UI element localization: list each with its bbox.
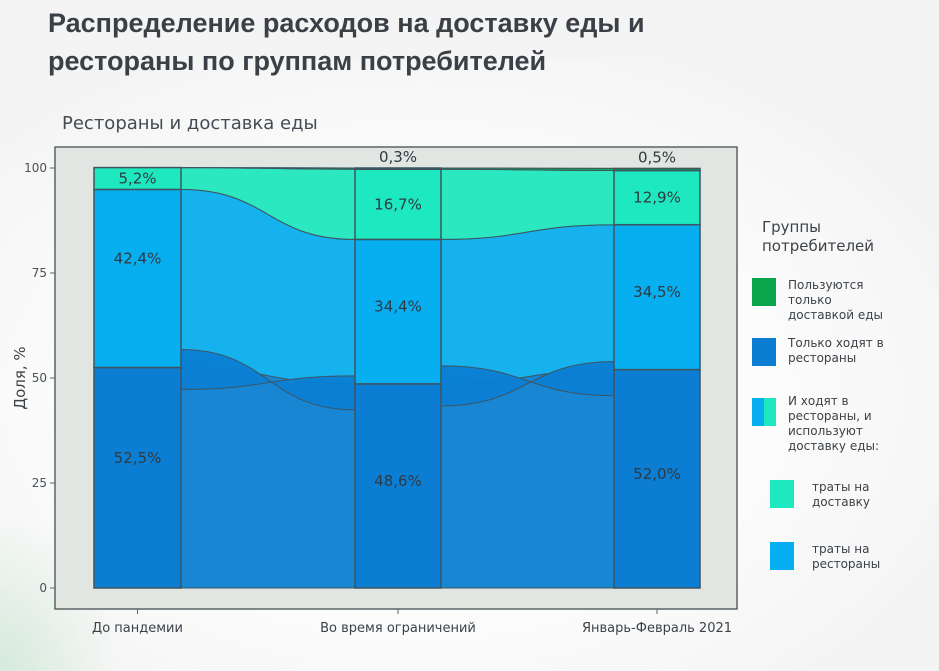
- legend-label-both: И ходят в рестораны, и используют достав…: [788, 394, 880, 453]
- legend-label-only-restaurants: Только ходят в рестораны: [788, 336, 884, 365]
- y-tick-label-25: 25: [32, 476, 47, 490]
- legend-swatch-spend-delivery: [770, 480, 794, 508]
- bar-both_del-0: [93, 166, 182, 191]
- bar-only_del-1: [354, 167, 442, 171]
- value-label-only_rest-0: 52,5%: [114, 449, 162, 467]
- bar-only_rest-2: [613, 368, 701, 589]
- x-tick-label-2: Январь-Февраль 2021: [582, 621, 732, 636]
- flow-both_rest-1: [440, 224, 615, 385]
- legend-swatch-both-restaurants: [752, 398, 764, 426]
- y-tick-label-75: 75: [32, 266, 47, 280]
- chart-subtitle: Рестораны и доставка еды: [62, 113, 318, 134]
- value-label-only_del-1: 0,3%: [379, 148, 417, 166]
- value-label-both_rest-0: 42,4%: [114, 249, 162, 267]
- value-label-both_rest-1: 34,4%: [374, 298, 422, 316]
- bar-only_del-2: [613, 167, 701, 172]
- y-tick-label-0: 0: [39, 581, 47, 595]
- legend-label-spend-delivery: траты на доставку: [812, 480, 871, 509]
- legend-label-only-delivery: Пользуются только доставкой еды: [788, 278, 884, 322]
- bar-only_rest-1: [354, 383, 442, 589]
- y-tick-label-100: 100: [24, 161, 47, 175]
- legend-swatch-only-restaurants: [752, 338, 776, 366]
- legend-title: Группы потребителей: [762, 218, 875, 255]
- value-label-both_del-0: 5,2%: [118, 170, 156, 188]
- value-label-only_rest-2: 52,0%: [633, 465, 681, 483]
- x-tick-label-1: Во время ограничений: [320, 621, 476, 636]
- bar-both_rest-0: [93, 188, 182, 369]
- value-label-only_del-2: 0,5%: [638, 148, 676, 166]
- y-tick-label-50: 50: [32, 371, 47, 385]
- bar-both_del-2: [613, 169, 701, 226]
- bar-both_del-1: [354, 168, 442, 241]
- legend: Группы потребителей Пользуются только до…: [752, 218, 937, 571]
- value-label-both_rest-2: 34,5%: [633, 283, 681, 301]
- bar-both_rest-1: [354, 238, 442, 385]
- x-tick-label-0: До пандемии: [92, 621, 183, 636]
- value-label-both_del-2: 12,9%: [633, 189, 681, 207]
- legend-label-spend-restaurants: траты на рестораны: [812, 542, 881, 571]
- legend-swatch-spend-restaurants: [770, 542, 794, 570]
- value-label-only_rest-1: 48,6%: [374, 472, 422, 490]
- legend-swatch-only-delivery: [752, 278, 776, 306]
- y-axis-title: Доля, %: [11, 346, 29, 409]
- legend-swatch-both-delivery: [764, 398, 776, 426]
- page-title: Распределение расходов на доставку еды и…: [48, 8, 645, 76]
- value-label-both_del-1: 16,7%: [374, 195, 422, 213]
- bar-only_rest-0: [93, 366, 182, 589]
- bar-both_rest-2: [613, 223, 701, 371]
